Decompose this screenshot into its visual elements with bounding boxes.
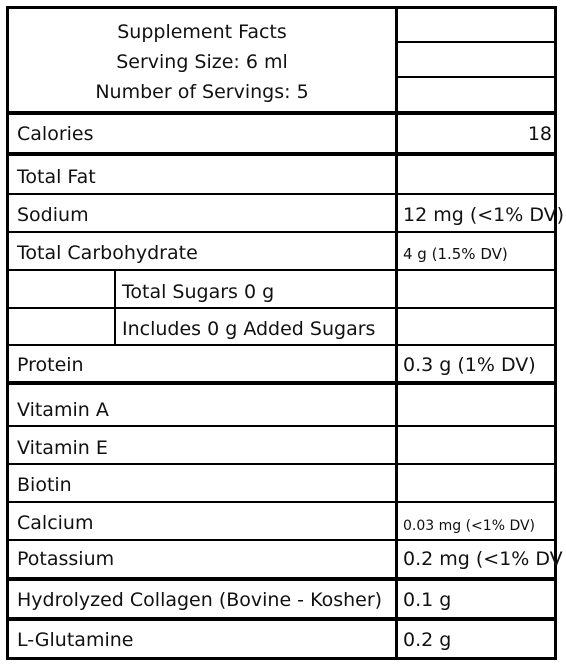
total-sugars-label: Total Sugars 0 g (122, 281, 275, 303)
added-sugars-label: Includes 0 g Added Sugars (122, 318, 376, 340)
calcium-value: 0.03 mg (<1% DV) (403, 518, 536, 534)
row-divider (9, 617, 554, 621)
calcium-label: Calcium (17, 512, 94, 534)
row-divider (9, 539, 554, 541)
row-divider (9, 269, 554, 271)
row-divider (9, 231, 554, 233)
row-divider (9, 463, 554, 465)
potassium-label: Potassium (17, 548, 115, 570)
table-title: Supplement Facts (117, 21, 287, 43)
glutamine-label: L-Glutamine (17, 629, 134, 651)
glutamine-value: 0.2 g (403, 629, 452, 651)
protein-value: 0.3 g (1% DV) (403, 354, 536, 376)
calories-value: 18 (527, 123, 552, 145)
protein-label: Protein (17, 354, 84, 376)
row-divider (9, 577, 554, 581)
row-divider (9, 425, 554, 427)
header-right-divider (398, 41, 554, 43)
column-divider (395, 9, 398, 657)
header-right-divider (398, 76, 554, 78)
row-divider (9, 152, 554, 156)
row-divider (9, 501, 554, 503)
vitamin-a-label: Vitamin A (17, 399, 109, 421)
row-divider (9, 111, 554, 115)
biotin-label: Biotin (17, 474, 72, 496)
total-carbohydrate-value: 4 g (1.5% DV) (403, 245, 508, 263)
vitamin-e-label: Vitamin E (17, 437, 108, 459)
serving-size: Serving Size: 6 ml (116, 51, 288, 73)
row-divider (9, 193, 554, 195)
supplement-facts-table: Supplement Facts Serving Size: 6 ml Numb… (6, 6, 564, 660)
calories-label: Calories (17, 123, 94, 145)
sodium-label: Sodium (17, 204, 89, 226)
number-of-servings: Number of Servings: 5 (95, 81, 309, 103)
row-divider (9, 307, 554, 309)
collagen-label: Hydrolyzed Collagen (Bovine - Kosher) (17, 589, 383, 611)
sodium-value: 12 mg (<1% DV) (403, 204, 565, 226)
row-divider (9, 381, 554, 385)
row-divider (9, 344, 554, 346)
potassium-value: 0.2 mg (<1% DV (403, 548, 563, 570)
collagen-value: 0.1 g (403, 589, 452, 611)
total-fat-label: Total Fat (17, 166, 96, 188)
total-carbohydrate-label: Total Carbohydrate (17, 242, 198, 264)
